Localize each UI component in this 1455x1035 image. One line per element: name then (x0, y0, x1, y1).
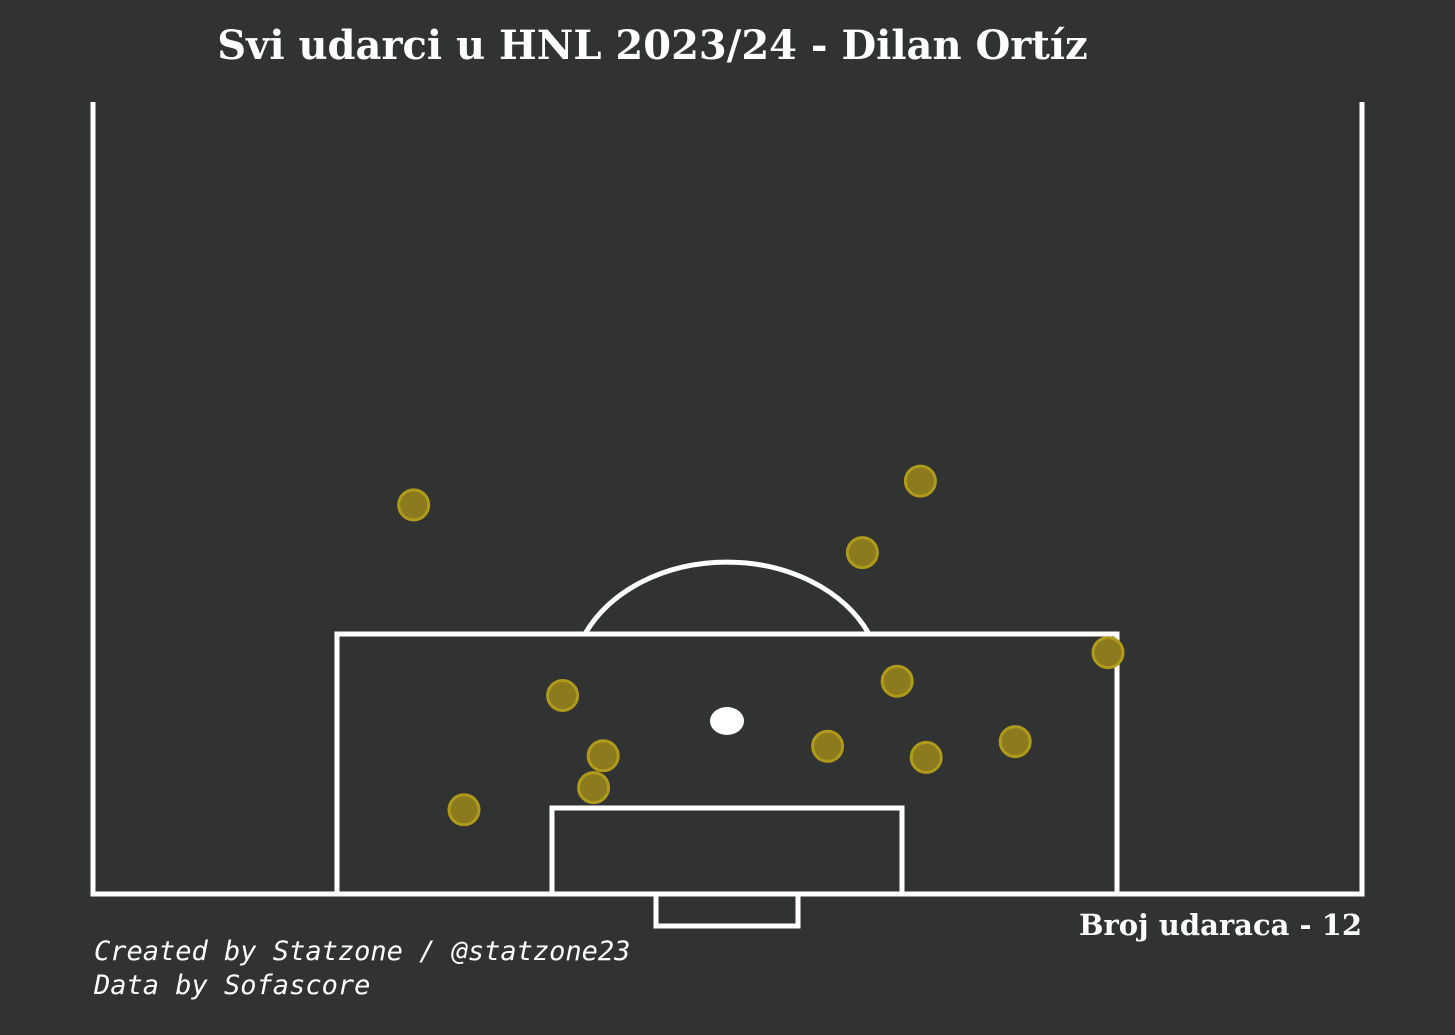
shot-marker-1 (903, 464, 937, 498)
penalty-area (334, 631, 1120, 897)
shot-marker-4 (1091, 636, 1125, 670)
shot-count-label: Broj udaraca - 12 (1079, 908, 1362, 942)
credit-data-source: Data by Sofascore (94, 970, 371, 1001)
shot-marker-11 (577, 771, 611, 805)
goal-area (549, 805, 905, 897)
shot-marker-2 (845, 536, 879, 570)
credit-created-by: Created by Statzone / @statzone23 (94, 936, 631, 967)
shots-layer (397, 464, 1125, 827)
shot-marker-6 (546, 679, 580, 712)
shot-marker-9 (586, 739, 620, 773)
shot-marker-5 (880, 664, 914, 698)
shot-marker-10 (909, 740, 943, 774)
penalty-arc (582, 559, 872, 636)
shot-marker-12 (447, 793, 481, 827)
shot-marker-8 (811, 729, 845, 763)
pitch-outline (90, 102, 1365, 897)
chart-title: Svi udarci u HNL 2023/24 - Dilan Ortíz (217, 22, 1088, 69)
shot-marker-7 (998, 725, 1032, 759)
shot-marker-3 (397, 488, 431, 522)
goal (653, 891, 801, 929)
penalty-spot (710, 707, 744, 735)
